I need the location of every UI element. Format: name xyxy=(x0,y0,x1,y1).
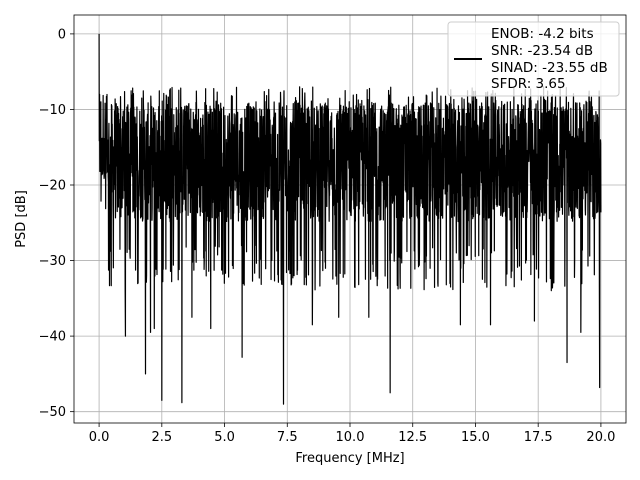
x-tick-label: 20.0 xyxy=(586,430,615,445)
legend-snr: SNR: -23.54 dB xyxy=(491,43,593,59)
y-tick-label: 0 xyxy=(58,27,66,42)
legend-sfdr: SFDR: 3.65 xyxy=(491,76,566,92)
x-axis-label: Frequency [MHz] xyxy=(295,451,404,466)
legend-sinad: SINAD: -23.55 dB xyxy=(491,60,608,76)
plot-area xyxy=(98,33,602,405)
x-tick-label: 2.5 xyxy=(151,430,172,445)
y-tick-label: −30 xyxy=(39,254,66,269)
legend: ENOB: -4.2 bits SNR: -23.54 dB SINAD: -2… xyxy=(447,21,620,97)
x-tick-label: 7.5 xyxy=(277,430,298,445)
x-axis-ticks: 0.0 2.5 5.0 7.5 10.0 12.5 15.0 17.5 20.0 xyxy=(89,423,615,445)
x-tick-label: 5.0 xyxy=(214,430,235,445)
y-axis-ticks: 0 −10 −20 −30 −40 −50 xyxy=(39,27,74,420)
y-tick-label: −40 xyxy=(39,330,66,345)
y-tick-label: −50 xyxy=(39,405,66,420)
legend-enob: ENOB: -4.2 bits xyxy=(491,26,594,42)
x-tick-label: 12.5 xyxy=(398,430,427,445)
legend-box xyxy=(447,21,620,97)
y-tick-label: −10 xyxy=(39,103,66,118)
x-tick-label: 17.5 xyxy=(524,430,553,445)
y-axis-label: PSD [dB] xyxy=(14,190,29,248)
x-tick-label: 0.0 xyxy=(89,430,110,445)
psd-series-line xyxy=(98,33,602,405)
x-tick-label: 10.0 xyxy=(336,430,365,445)
x-tick-label: 15.0 xyxy=(461,430,490,445)
y-tick-label: −20 xyxy=(39,179,66,194)
